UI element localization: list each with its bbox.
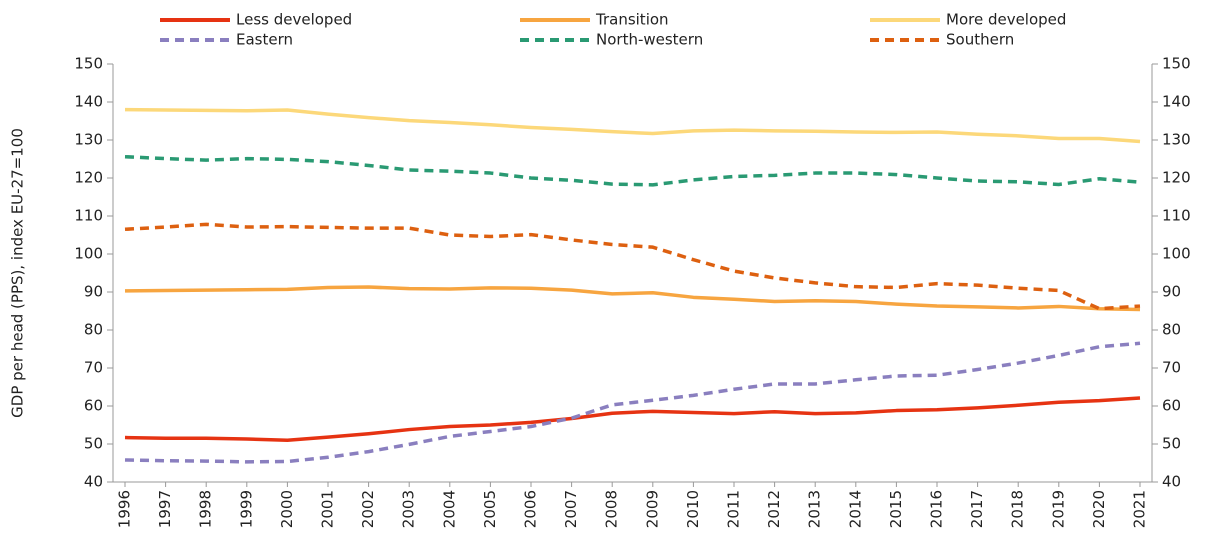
y-tick-label: 150 bbox=[74, 55, 103, 73]
legend-label: Transition bbox=[595, 11, 669, 29]
x-tick-label: 1998 bbox=[197, 490, 215, 528]
x-tick-label: 2004 bbox=[440, 490, 458, 528]
y-tick-label: 50 bbox=[84, 435, 103, 453]
y2-tick-label: 120 bbox=[1162, 169, 1191, 187]
x-tick-label: 2008 bbox=[603, 490, 621, 528]
x-tick-label: 1996 bbox=[116, 490, 134, 528]
x-tick-label: 2005 bbox=[481, 490, 499, 528]
y2-tick-label: 40 bbox=[1162, 473, 1181, 491]
x-tick-label: 2021 bbox=[1131, 490, 1149, 528]
y-tick-label: 70 bbox=[84, 359, 103, 377]
y-tick-label: 110 bbox=[74, 207, 103, 225]
y-tick-label: 100 bbox=[74, 245, 103, 263]
x-tick-label: 2012 bbox=[765, 490, 783, 528]
y-tick-label: 80 bbox=[84, 321, 103, 339]
legend-label: North-western bbox=[596, 31, 703, 49]
x-tick-label: 1999 bbox=[237, 490, 255, 528]
y-tick-label: 140 bbox=[74, 93, 103, 111]
y2-tick-label: 60 bbox=[1162, 397, 1181, 415]
legend-label: More developed bbox=[946, 11, 1066, 29]
x-tick-label: 2014 bbox=[846, 490, 864, 528]
series-line bbox=[124, 341, 1141, 464]
y2-tick-label: 140 bbox=[1162, 93, 1191, 111]
y-tick-label: 90 bbox=[84, 283, 103, 301]
y-tick-label: 40 bbox=[84, 473, 103, 491]
x-tick-label: 2000 bbox=[278, 490, 296, 528]
x-tick-label: 2017 bbox=[968, 490, 986, 528]
series-line bbox=[124, 107, 1141, 144]
x-tick-label: 2009 bbox=[643, 490, 661, 528]
series-line bbox=[124, 396, 1141, 442]
x-tick-label: 2010 bbox=[684, 490, 702, 528]
x-tick-label: 2011 bbox=[725, 490, 743, 528]
y2-tick-label: 100 bbox=[1162, 245, 1191, 263]
x-tick-label: 2015 bbox=[887, 490, 905, 528]
x-tick-label: 2016 bbox=[928, 490, 946, 528]
x-tick-label: 2001 bbox=[319, 490, 337, 528]
y2-tick-label: 50 bbox=[1162, 435, 1181, 453]
x-tick-label: 1997 bbox=[156, 490, 174, 528]
y-tick-label: 60 bbox=[84, 397, 103, 415]
legend-label: Less developed bbox=[236, 11, 352, 29]
y-tick-label: 130 bbox=[74, 131, 103, 149]
legend-label: Southern bbox=[946, 31, 1014, 49]
y-tick-label: 120 bbox=[74, 169, 103, 187]
x-tick-label: 2002 bbox=[359, 490, 377, 528]
x-tick-label: 2003 bbox=[400, 490, 418, 528]
x-tick-label: 2018 bbox=[1009, 490, 1027, 528]
x-tick-label: 2006 bbox=[522, 490, 540, 528]
y2-tick-label: 150 bbox=[1162, 55, 1191, 73]
y2-tick-label: 80 bbox=[1162, 321, 1181, 339]
series-line bbox=[124, 285, 1141, 312]
series-line bbox=[124, 222, 1141, 311]
y2-tick-label: 110 bbox=[1162, 207, 1191, 225]
x-tick-label: 2007 bbox=[562, 490, 580, 528]
y2-tick-label: 130 bbox=[1162, 131, 1191, 149]
y2-tick-label: 90 bbox=[1162, 283, 1181, 301]
x-tick-label: 2020 bbox=[1090, 490, 1108, 528]
x-tick-label: 2013 bbox=[806, 490, 824, 528]
x-tick-label: 2019 bbox=[1049, 490, 1067, 528]
y-axis-label: GDP per head (PPS), index EU-27=100 bbox=[9, 128, 27, 418]
series-line bbox=[124, 154, 1141, 187]
y2-tick-label: 70 bbox=[1162, 359, 1181, 377]
legend-label: Eastern bbox=[236, 31, 293, 49]
